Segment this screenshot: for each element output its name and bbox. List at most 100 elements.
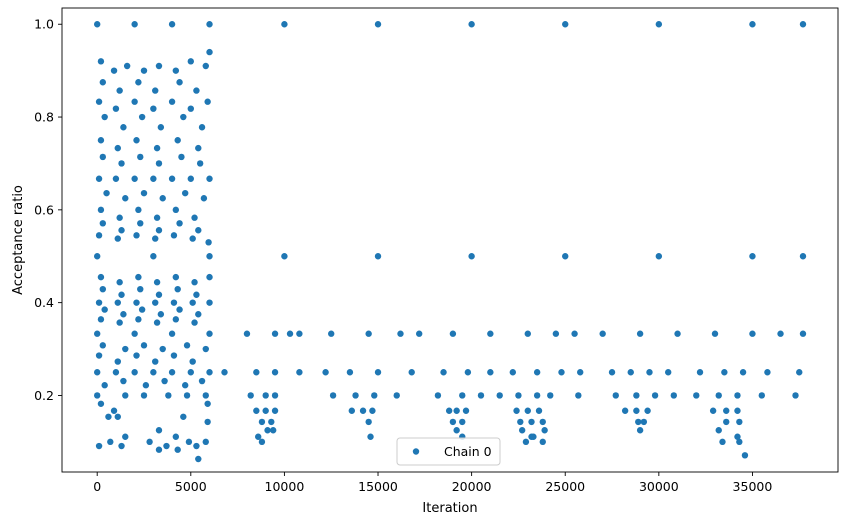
data-point <box>198 377 206 385</box>
data-point <box>135 273 142 281</box>
data-point <box>206 330 213 337</box>
data-point <box>131 175 138 182</box>
data-point <box>799 21 807 28</box>
data-point <box>159 195 166 202</box>
data-point <box>176 79 183 86</box>
data-point <box>464 369 472 376</box>
data-point <box>114 413 121 420</box>
data-point <box>155 446 163 453</box>
data-point <box>468 21 475 28</box>
data-point <box>94 21 101 28</box>
data-point <box>562 21 569 28</box>
data-point <box>535 407 543 414</box>
data-point <box>161 377 168 385</box>
data-point <box>621 407 629 414</box>
data-point <box>271 369 279 376</box>
x-tick-label: 15000 <box>358 479 398 494</box>
data-point <box>696 369 704 376</box>
data-point <box>150 253 157 260</box>
data-point <box>440 369 447 376</box>
data-point <box>95 232 103 239</box>
data-point <box>116 279 123 286</box>
data-point <box>118 291 125 298</box>
data-point <box>408 369 415 376</box>
data-point <box>155 227 163 234</box>
data-point <box>547 392 554 399</box>
data-point <box>137 153 144 161</box>
data-point <box>195 227 202 234</box>
data-point <box>172 433 180 440</box>
data-point <box>172 206 180 214</box>
data-point <box>636 330 644 337</box>
data-point <box>269 427 277 434</box>
data-point <box>191 319 198 326</box>
data-point <box>114 144 121 152</box>
data-point <box>202 62 209 70</box>
data-point <box>204 418 211 426</box>
data-point <box>180 113 187 121</box>
data-point <box>152 299 159 306</box>
data-point <box>205 239 212 246</box>
data-point <box>322 369 329 376</box>
data-point <box>183 392 191 399</box>
x-tick-label: 0 <box>93 479 101 494</box>
data-point <box>174 137 181 144</box>
data-point <box>513 407 520 414</box>
data-point <box>187 369 194 376</box>
data-point <box>116 87 123 94</box>
y-tick-label: 0.4 <box>34 295 54 310</box>
data-point <box>176 306 183 313</box>
data-point <box>172 316 180 323</box>
data-point <box>329 392 337 399</box>
data-point <box>150 175 157 182</box>
data-point <box>515 392 522 399</box>
data-point <box>137 285 144 293</box>
data-point <box>120 377 127 385</box>
data-point <box>764 369 771 376</box>
data-point <box>247 392 254 399</box>
data-point <box>200 195 208 202</box>
data-point <box>393 392 400 399</box>
data-point <box>693 392 700 399</box>
data-point <box>206 48 213 56</box>
data-point <box>359 407 367 414</box>
data-point <box>103 189 110 197</box>
legend-marker <box>412 448 420 455</box>
data-point <box>627 369 634 376</box>
data-point <box>459 418 466 426</box>
data-point <box>562 253 569 260</box>
data-point <box>133 232 140 239</box>
data-point <box>95 442 103 450</box>
data-point <box>155 62 163 70</box>
data-point <box>99 285 107 293</box>
data-point <box>328 330 335 337</box>
data-point <box>131 21 138 28</box>
data-point <box>137 220 144 227</box>
data-point <box>181 189 189 197</box>
data-point <box>131 98 138 105</box>
data-point <box>741 452 749 459</box>
data-point <box>296 330 303 337</box>
data-point <box>118 442 125 450</box>
data-point <box>365 330 372 337</box>
data-point <box>97 137 105 144</box>
data-point <box>749 330 756 337</box>
data-point <box>157 311 165 318</box>
data-point <box>172 67 180 74</box>
data-point <box>670 392 678 399</box>
data-point <box>262 392 269 399</box>
data-point <box>107 438 114 446</box>
data-point <box>736 438 743 446</box>
data-point <box>97 316 105 323</box>
data-point <box>758 392 765 399</box>
data-point <box>170 232 178 239</box>
data-point <box>94 369 101 376</box>
data-point <box>221 369 228 376</box>
data-point <box>528 418 535 426</box>
data-point <box>94 253 101 260</box>
data-point <box>168 369 176 376</box>
data-point <box>191 214 198 221</box>
x-tick-label: 10000 <box>265 479 305 494</box>
data-point <box>509 369 517 376</box>
data-point <box>135 206 142 214</box>
